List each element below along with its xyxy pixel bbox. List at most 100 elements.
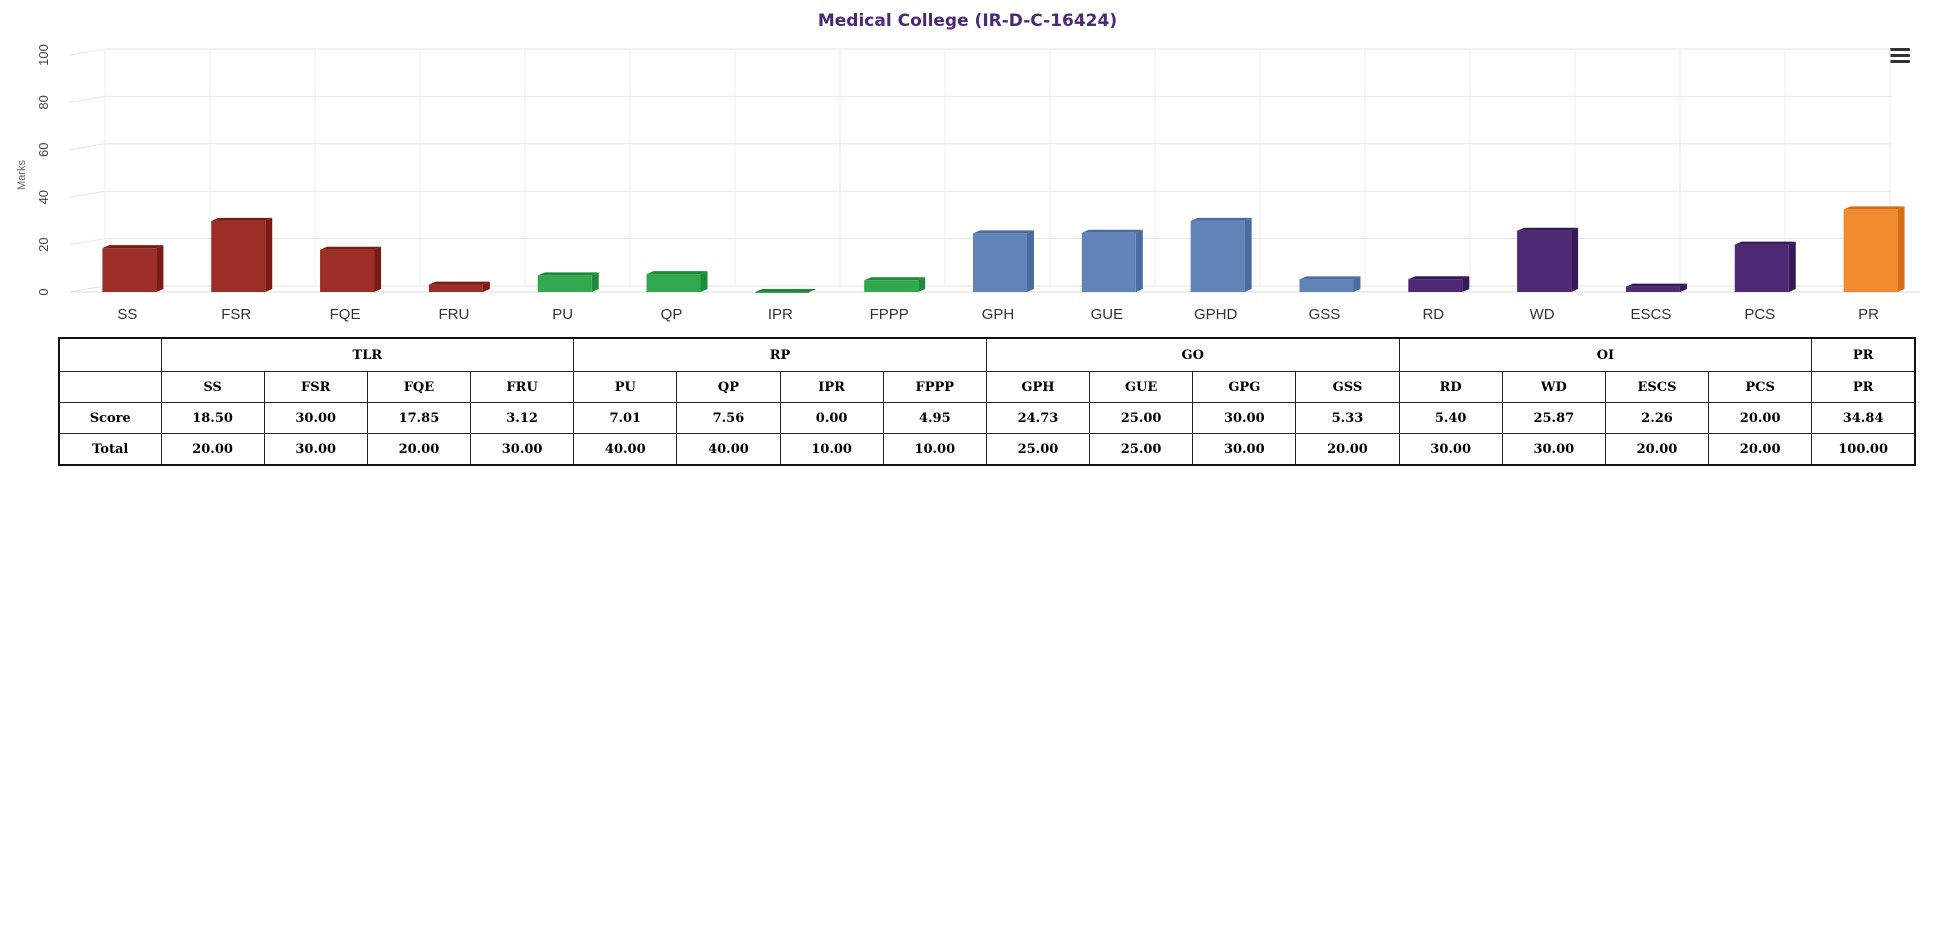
- table-cell: 25.87: [1501, 402, 1606, 434]
- column-header: PR: [1811, 371, 1916, 403]
- bar-side: [918, 277, 926, 292]
- column-header: GUE: [1089, 371, 1194, 403]
- bar-side: [1244, 217, 1252, 292]
- bar-side: [265, 217, 273, 292]
- bar-side: [1135, 229, 1143, 292]
- x-tick-label: IPR: [768, 306, 793, 323]
- hamburger-menu-icon[interactable]: [1890, 48, 1910, 66]
- table-cell: 17.85: [366, 402, 472, 434]
- table-cell: 30.00: [1192, 402, 1297, 434]
- table-row: Total 20.00 30.00 20.00 30.00 40.00 40.00 10.00…: [58, 433, 1916, 466]
- bar-side: [374, 246, 382, 292]
- bar-chart: 0 20 40 60 80 100 Marks SS FSR FQE FRU PU QP IPR FPPP G…: [16, 44, 1920, 323]
- table-cell: 40.00: [676, 433, 781, 466]
- table-cell: 30.00: [1501, 433, 1606, 466]
- bar-pu: [537, 275, 592, 292]
- bar-top: [428, 281, 490, 285]
- x-tick-label: FRU: [438, 306, 469, 323]
- bar-top: [1190, 217, 1252, 221]
- bar-rd: [1408, 279, 1463, 292]
- column-header: FQE: [366, 371, 472, 403]
- column-header: SS: [160, 371, 265, 403]
- table-cell: 20.00: [366, 433, 472, 466]
- x-tick-label: PU: [552, 306, 573, 323]
- table-cell: 30.00: [263, 402, 368, 434]
- bar-top: [1843, 206, 1905, 210]
- bar-fsr: [211, 220, 266, 292]
- bar-fqe: [320, 249, 375, 292]
- x-tick-label: FSR: [221, 306, 251, 323]
- bar-pcs: [1734, 244, 1789, 292]
- menu-line: [1890, 60, 1910, 63]
- table-cell: 7.56: [676, 402, 781, 434]
- y-gridline-3d: [69, 143, 106, 151]
- bar-top: [1408, 276, 1470, 280]
- bar-top: [1734, 241, 1796, 245]
- group-header: GO: [985, 337, 1400, 372]
- y-gridline-3d: [69, 285, 106, 293]
- bar-fppp: [864, 280, 919, 292]
- bar-top: [1625, 283, 1687, 287]
- bar-side: [1353, 276, 1361, 292]
- table-cell: 0.00: [779, 402, 884, 434]
- menu-line: [1890, 48, 1910, 51]
- x-tick-label: GPH: [982, 306, 1015, 323]
- bar-gss: [1299, 279, 1354, 292]
- bar-side: [1027, 230, 1034, 292]
- table-cell: 7.01: [573, 402, 678, 434]
- x-tick-label: GSS: [1309, 306, 1341, 323]
- y-tick-label: 100: [36, 44, 51, 66]
- y-tick-label: 60: [36, 143, 51, 157]
- x-tick-label: ESCS: [1631, 306, 1672, 323]
- y-tick-label: 0: [36, 288, 51, 295]
- corner-cell: [58, 337, 162, 372]
- y-tick-label: 20: [36, 237, 51, 251]
- bar-ss: [102, 248, 157, 292]
- bar-qp: [646, 274, 701, 292]
- table-cell: 20.00: [1708, 433, 1813, 466]
- bar-top: [102, 245, 164, 249]
- group-header: PR: [1811, 337, 1916, 372]
- y-tick-label: 80: [36, 95, 51, 109]
- bar-ipr: [755, 292, 810, 293]
- x-tick-label: GUE: [1091, 306, 1124, 323]
- column-header: ESCS: [1604, 371, 1710, 403]
- bar-side: [1571, 227, 1579, 292]
- bar-top: [864, 277, 926, 281]
- column-header: FPPP: [882, 371, 987, 403]
- table-cell: 20.00: [1295, 433, 1400, 466]
- bar-top: [211, 217, 273, 221]
- x-tick-label: GPHD: [1194, 306, 1238, 323]
- column-header: IPR: [779, 371, 884, 403]
- column-header: GSS: [1295, 371, 1400, 403]
- bar-top: [1517, 227, 1579, 231]
- table-cell: 2.26: [1604, 402, 1710, 434]
- bar-gue: [1081, 232, 1136, 292]
- table-cell: 5.33: [1295, 402, 1400, 434]
- bar-side: [482, 281, 490, 292]
- y-axis-title: Marks: [16, 160, 28, 190]
- bar-top: [1299, 276, 1361, 280]
- chart-title: Medical College (IR-D-C-16424): [817, 11, 1118, 31]
- table-cell: 24.73: [985, 402, 1091, 434]
- bar-top: [1081, 229, 1143, 233]
- column-header: PU: [573, 371, 678, 403]
- table-cell: 3.12: [470, 402, 575, 434]
- x-tick-label: FPPP: [870, 306, 909, 323]
- y-gridline-3d: [69, 95, 106, 103]
- group-header-row: TLR RP GO OI PR: [58, 337, 1916, 372]
- bar-pr: [1843, 209, 1898, 292]
- x-tick-label: PR: [1858, 306, 1879, 323]
- bar-escs: [1625, 286, 1680, 292]
- column-header: WD: [1501, 371, 1606, 403]
- menu-line: [1890, 54, 1910, 57]
- table-cell: 25.00: [1089, 402, 1194, 434]
- column-header: RD: [1398, 371, 1503, 403]
- table-cell: 40.00: [573, 433, 678, 466]
- table-cell: 30.00: [263, 433, 368, 466]
- x-tick-label: SS: [117, 306, 137, 323]
- bar-side: [1897, 206, 1905, 292]
- table-cell: 25.00: [985, 433, 1091, 466]
- table-cell: 4.95: [882, 402, 987, 434]
- row-label: Total: [58, 433, 162, 466]
